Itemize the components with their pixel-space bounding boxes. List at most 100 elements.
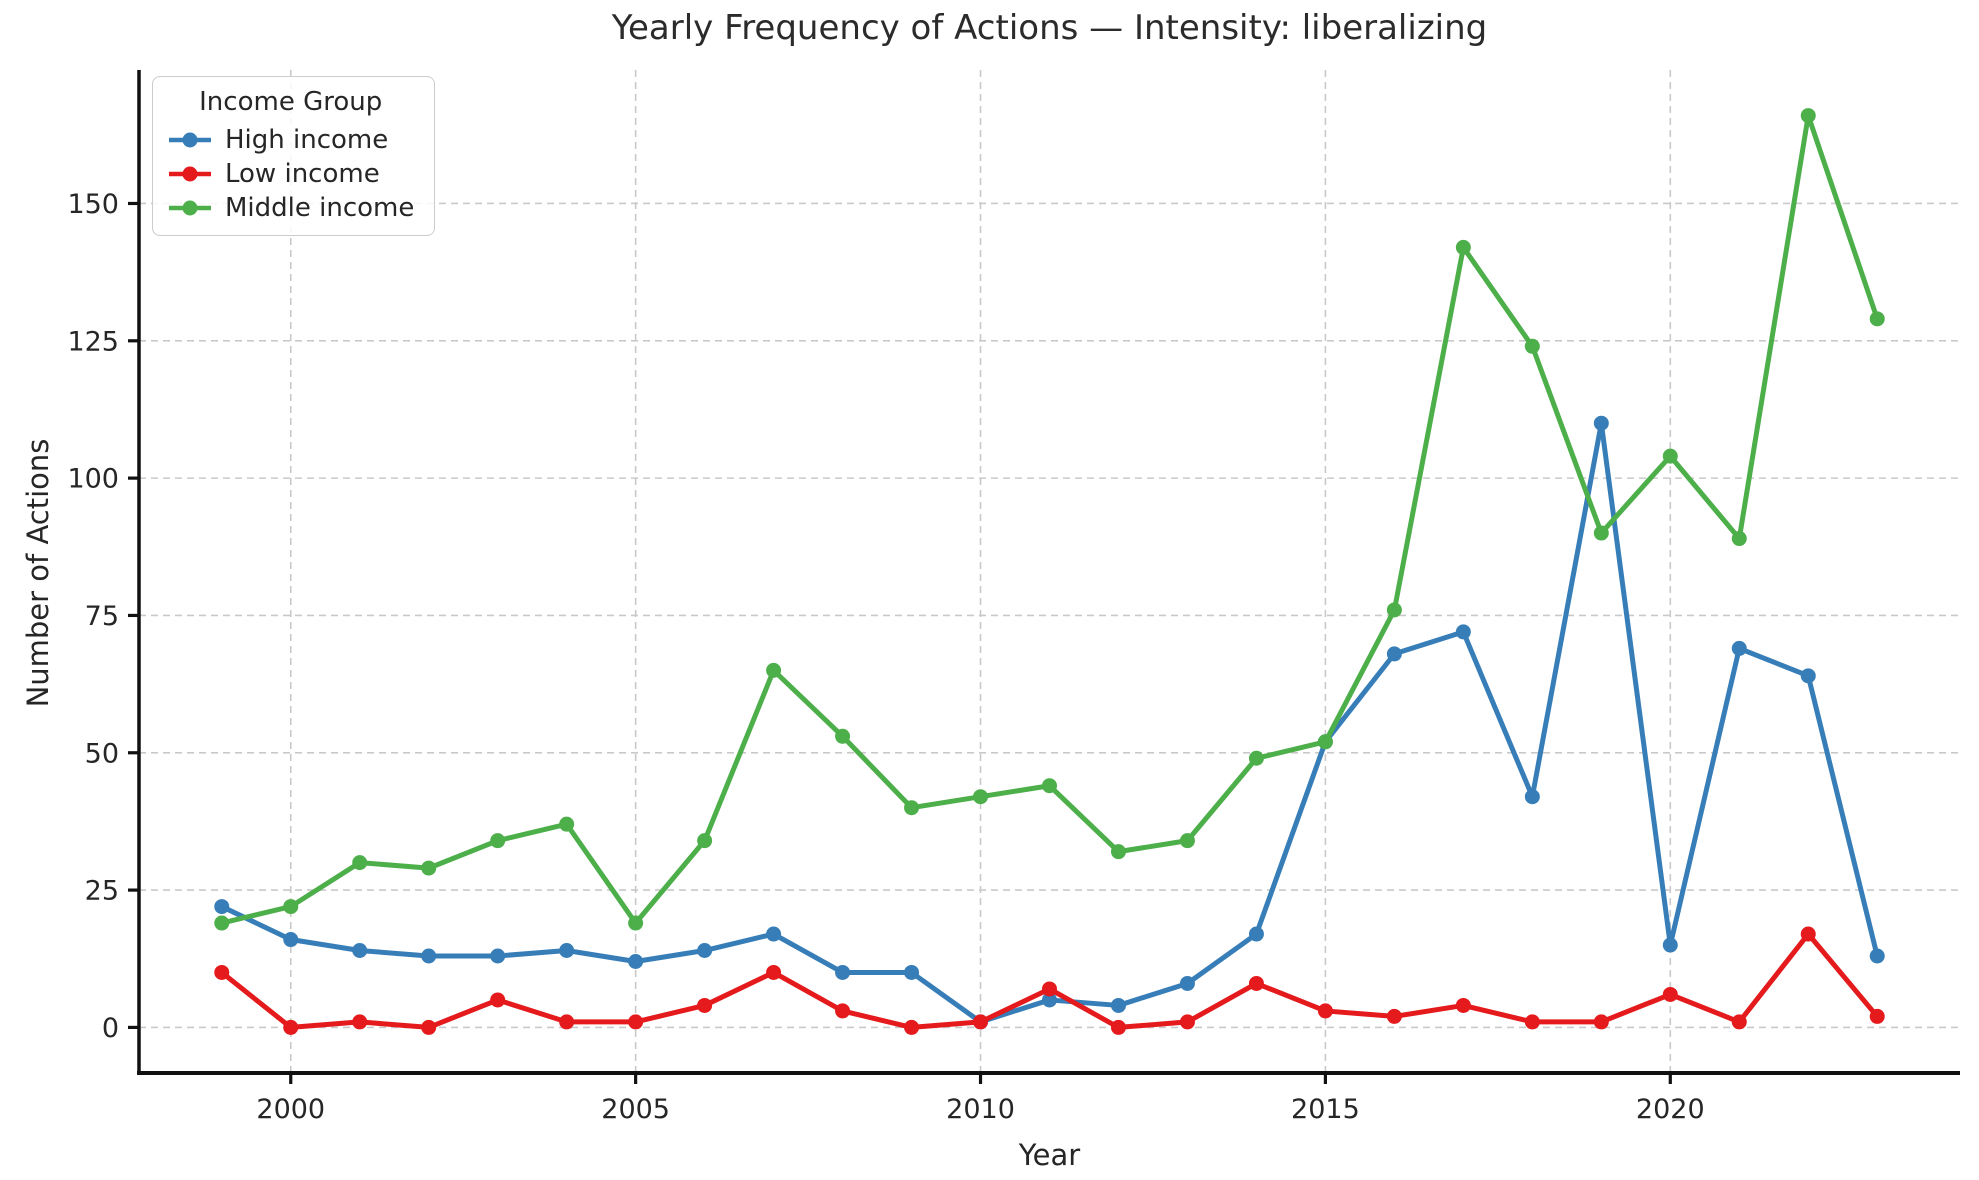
point-low-income-2022 [1800,926,1816,942]
legend-items: High income Low income Middle income [167,123,414,225]
point-high-income-2020 [1662,937,1678,953]
point-middle-income-2001 [352,855,368,871]
point-high-income-2011 [1042,992,1057,1008]
point-high-income-2014 [1248,926,1264,942]
point-high-income-2005 [628,953,644,969]
x-tick-label-2005: 2005 [601,1094,670,1125]
y-tick-label-75: 75 [85,601,119,632]
point-low-income-2013 [1179,1014,1195,1030]
point-high-income-2004 [559,943,575,959]
x-tick-label-2000: 2000 [256,1094,325,1125]
point-high-income-2017 [1455,624,1471,640]
point-high-income-2021 [1731,640,1747,656]
point-low-income-2021 [1731,1014,1747,1030]
point-low-income-2019 [1593,1014,1609,1030]
legend: Income Group High income Low income Middle… [152,76,436,236]
point-low-income-2011 [1042,981,1057,997]
y-tick-label-100: 100 [67,464,119,495]
x-tick-label-2015: 2015 [1291,1094,1360,1125]
point-high-income-2022 [1800,668,1816,684]
point-low-income-2008 [835,1003,851,1019]
legend-label: Low income [225,159,380,189]
series-line-low-income [219,931,1880,1030]
point-middle-income-2014 [1248,750,1264,766]
legend-label: High income [225,125,389,155]
point-middle-income-2004 [559,816,575,832]
point-low-income-2000 [283,1019,299,1035]
legend-swatch [169,166,211,182]
point-high-income-1999 [214,899,230,915]
point-low-income-2003 [490,992,506,1008]
legend-marker [182,200,198,216]
point-low-income-2016 [1386,1008,1402,1024]
point-low-income-2017 [1455,997,1471,1013]
point-middle-income-2008 [835,728,851,744]
chart-title: Yearly Frequency of Actions — Intensity:… [611,8,1488,48]
point-low-income-2004 [559,1014,575,1030]
series-line-middle-income [219,113,1880,926]
x-axis-label: Year [1018,1138,1081,1172]
point-high-income-2002 [421,948,437,964]
point-high-income-2018 [1524,789,1540,805]
legend-marker [182,166,198,182]
x-tick-label-2010: 2010 [946,1094,1015,1125]
point-low-income-2002 [421,1019,437,1035]
point-high-income-2012 [1110,997,1126,1013]
point-middle-income-2010 [973,789,989,805]
point-low-income-2015 [1317,1003,1333,1019]
x-tick-label-2020: 2020 [1636,1094,1705,1125]
point-high-income-2023 [1869,948,1885,964]
point-low-income-2014 [1248,975,1264,991]
point-middle-income-2022 [1800,108,1816,124]
point-middle-income-2023 [1869,311,1885,327]
point-middle-income-2011 [1042,778,1057,794]
point-middle-income-2000 [283,899,299,915]
point-high-income-2016 [1386,646,1402,662]
point-middle-income-2002 [421,860,437,876]
point-middle-income-2006 [697,833,713,849]
point-middle-income-2012 [1110,844,1126,860]
point-low-income-2006 [697,997,713,1013]
point-low-income-2009 [904,1019,920,1035]
point-high-income-2003 [490,948,506,964]
legend-item-low-income: Low income [167,157,414,191]
point-low-income-2012 [1110,1019,1126,1035]
point-middle-income-2015 [1317,734,1333,750]
point-high-income-2007 [766,926,782,942]
point-high-income-2019 [1593,415,1609,431]
point-middle-income-2020 [1662,448,1678,464]
y-tick-label-25: 25 [85,876,119,907]
point-middle-income-2013 [1179,833,1195,849]
point-middle-income-2021 [1731,531,1747,547]
y-axis-label: Number of Actions [21,438,55,708]
point-high-income-2009 [904,964,920,980]
series-line-high-income [219,420,1880,1025]
legend-item-high-income: High income [167,123,414,157]
point-middle-income-2017 [1455,239,1471,255]
legend-title: Income Group [199,87,383,117]
legend-swatch [169,132,211,148]
point-middle-income-2009 [904,800,920,816]
y-tick-label-0: 0 [102,1013,119,1044]
legend-marker [182,132,198,148]
point-middle-income-2016 [1386,602,1402,618]
point-low-income-2018 [1524,1014,1540,1030]
y-tick-label-50: 50 [85,738,119,769]
legend-swatch [169,200,211,216]
point-middle-income-2003 [490,833,506,849]
point-low-income-1999 [214,964,230,980]
point-middle-income-2005 [628,915,644,931]
point-high-income-2008 [835,964,851,980]
point-low-income-2020 [1662,986,1678,1002]
point-low-income-2005 [628,1014,644,1030]
point-low-income-2023 [1869,1008,1885,1024]
point-middle-income-2019 [1593,525,1609,541]
point-middle-income-1999 [214,915,230,931]
point-low-income-2010 [973,1014,989,1030]
point-high-income-2001 [352,943,368,959]
legend-label: Middle income [225,193,415,223]
y-tick-label-125: 125 [67,326,119,357]
point-high-income-2000 [283,932,299,948]
